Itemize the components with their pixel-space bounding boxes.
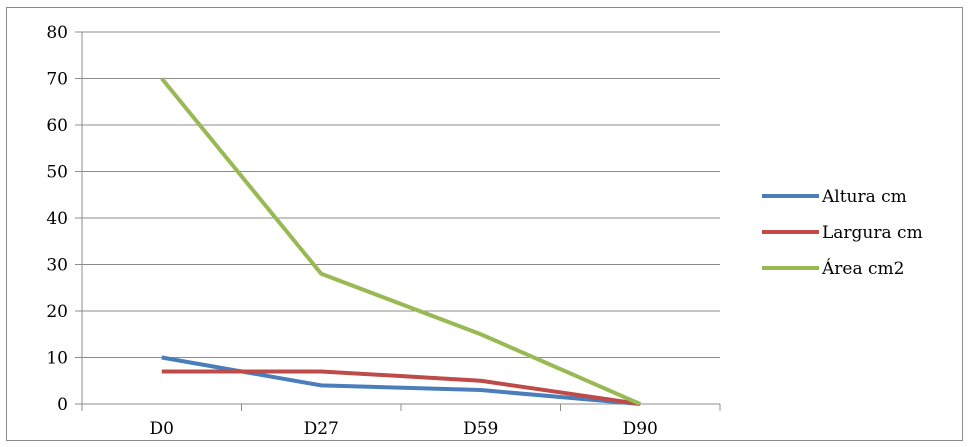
x-tick-label: D27 [304, 419, 339, 439]
y-tick-label: 0 [57, 395, 68, 415]
series-line-2 [160, 77, 642, 406]
grid-lines [82, 31, 720, 358]
y-tick-label: 50 [46, 163, 68, 183]
y-tick-label: 20 [46, 302, 68, 322]
x-tick-label: D0 [150, 419, 174, 439]
y-tick-label: 30 [46, 256, 68, 276]
chart-frame [6, 7, 963, 441]
y-tick-label: 80 [46, 23, 68, 43]
series-line-0 [161, 355, 641, 406]
legend-label: Altura cm [821, 187, 907, 207]
x-tick-label: D59 [463, 419, 498, 439]
y-tick-label: 40 [46, 209, 68, 229]
series-lines [160, 77, 642, 406]
y-tick-label: 10 [46, 349, 68, 369]
legend-label: Área cm2 [821, 258, 904, 279]
series-line-1 [161, 369, 641, 406]
y-axis-ticks: 0 10 20 30 40 50 60 70 80 [46, 23, 82, 415]
legend-label: Largura cm [822, 223, 923, 243]
x-axis-ticks: D0 D27 D59 D90 [81, 404, 721, 439]
legend: Altura cm Largura cm Área cm2 [762, 187, 923, 279]
y-tick-label: 70 [46, 70, 68, 90]
x-tick-label: D90 [623, 419, 658, 439]
y-tick-label: 60 [46, 116, 68, 136]
